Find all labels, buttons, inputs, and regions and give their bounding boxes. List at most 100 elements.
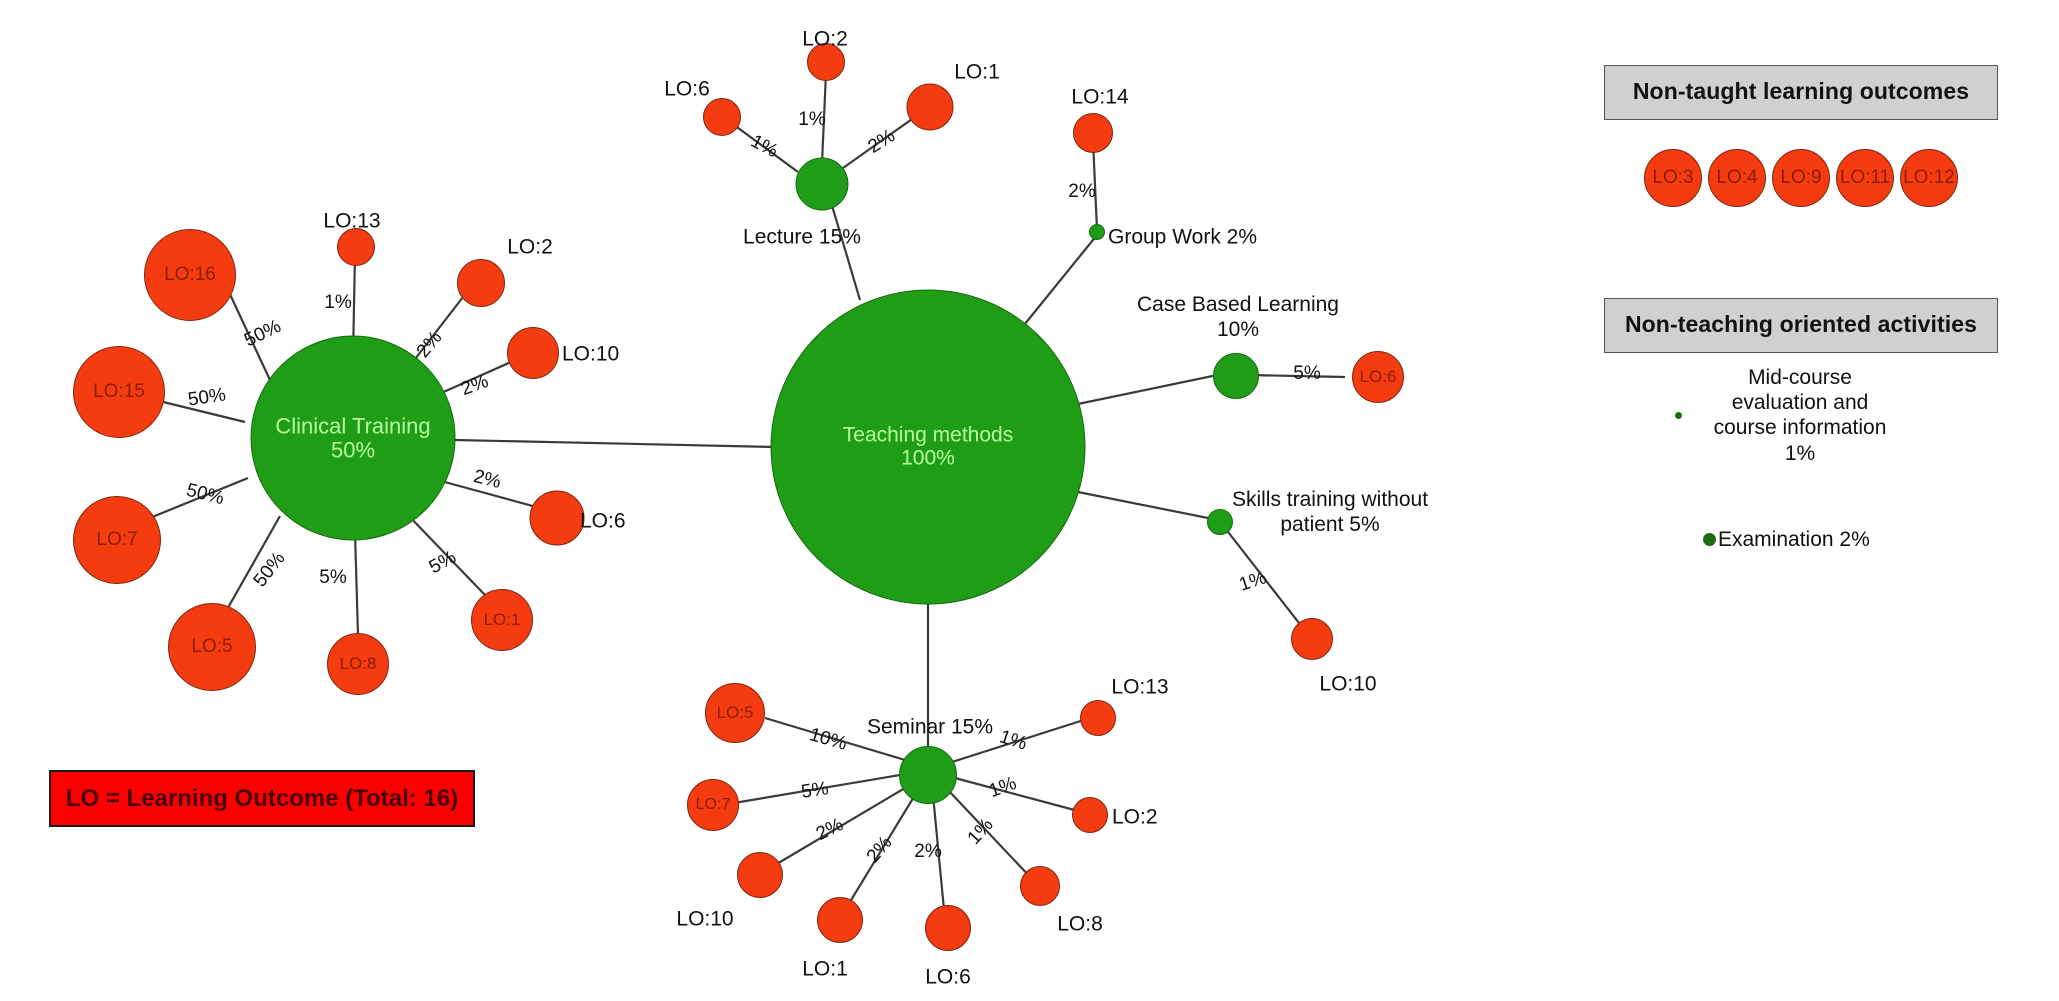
label-lo-lecture-6: LO:6 [664, 77, 710, 101]
edge-clinical-lo10 [429, 356, 521, 400]
edge-center-groupwork [1019, 234, 1098, 331]
node-teaching-methods-label: Teaching methods 100% [842, 423, 1014, 469]
node-lo-clinical-13[interactable] [337, 228, 375, 266]
edge-clinical-lo7 [144, 476, 249, 522]
label-lo-seminar-2: LO:2 [1112, 805, 1158, 829]
label-lo-groupwork-14: LO:14 [1071, 85, 1129, 109]
lo-legend-caption: LO = Learning Outcome (Total: 16) [49, 770, 475, 827]
edge-center-clinical [454, 438, 776, 449]
label-seminar: Seminar 15% [866, 715, 994, 739]
label-lo-seminar-13: LO:13 [1111, 675, 1169, 699]
edge-cbl-lo6 [1247, 373, 1346, 379]
label-lo-seminar-1: LO:1 [802, 957, 848, 981]
edge-seminar-lo2 [954, 776, 1083, 814]
node-lo-clinical-8[interactable]: LO:8 [327, 633, 389, 695]
lo-legend-caption-text: LO = Learning Outcome (Total: 16) [65, 784, 459, 812]
label-lo-clinical-10: LO:10 [562, 342, 620, 366]
node-case-based-learning[interactable] [1213, 353, 1259, 399]
edge-seminar-lo8 [947, 789, 1034, 881]
label-lo-seminar-8: LO:8 [1057, 912, 1103, 936]
legend-item-examination[interactable]: Examination 2% [1703, 527, 1870, 552]
label-lo-clinical-2: LO:2 [507, 235, 553, 259]
edge-label-seminar-lo6: 2% [914, 841, 942, 862]
node-lo-lecture-1[interactable] [906, 83, 954, 131]
chip-label: LO:11 [1839, 167, 1891, 188]
edge-label-seminar-lo7: 5% [799, 778, 830, 803]
chip-lo-3[interactable]: LO:3 [1644, 149, 1702, 207]
node-lo-clinical-16[interactable]: LO:16 [144, 229, 236, 321]
legend-dot-icon [1675, 411, 1682, 419]
chip-lo-12[interactable]: LO:12 [1900, 149, 1958, 207]
node-lo-seminar-2[interactable] [1072, 797, 1108, 833]
node-lo-seminar-8[interactable] [1020, 866, 1060, 906]
node-lo-seminar-5[interactable]: LO:5 [705, 683, 765, 743]
node-lo-clinical-7[interactable]: LO:7 [73, 496, 161, 584]
node-lecture[interactable] [795, 157, 849, 211]
node-lo-seminar-13[interactable] [1080, 700, 1116, 736]
node-lo-clinical-2[interactable] [457, 259, 505, 307]
node-lo-lecture-6[interactable] [703, 98, 741, 136]
node-lo-lecture-2[interactable] [807, 43, 845, 81]
node-lo-seminar-10[interactable] [737, 852, 783, 898]
node-label: LO:1 [483, 610, 521, 630]
node-lo-groupwork-14[interactable] [1073, 113, 1113, 153]
edge-label-lecture-lo2: 1% [798, 109, 826, 130]
edge-clinical-lo5 [224, 515, 281, 614]
node-label: LO:16 [164, 264, 216, 286]
node-label: LO:7 [96, 529, 138, 551]
chip-label: LO:12 [1903, 167, 1955, 188]
edge-seminar-lo13 [951, 716, 1091, 764]
label-lo-lecture-2: LO:2 [802, 27, 848, 51]
node-lo-cbl-6[interactable]: LO:6 [1352, 351, 1404, 403]
edge-label-clinical-lo8: 5% [319, 567, 347, 588]
node-label: LO:15 [93, 381, 145, 403]
edge-seminar-lo5 [764, 716, 906, 762]
node-skills-training[interactable] [1207, 509, 1233, 535]
node-group-work[interactable] [1089, 224, 1105, 240]
chip-lo-4[interactable]: LO:4 [1708, 149, 1766, 207]
edge-center-lecture [826, 191, 862, 301]
chip-lo-11[interactable]: LO:11 [1836, 149, 1894, 207]
edge-label-clinical-lo13: 1% [324, 292, 352, 313]
node-label: LO:8 [339, 654, 377, 674]
node-lo-clinical-5[interactable]: LO:5 [168, 603, 256, 691]
label-lo-lecture-1: LO:1 [954, 60, 1000, 84]
panel-non-teaching-title: Non-teaching oriented activities [1605, 299, 1997, 352]
node-lo-clinical-10[interactable] [507, 327, 559, 379]
edge-lecture-lo1 [842, 111, 923, 169]
node-seminar[interactable] [899, 746, 957, 804]
node-label: LO:5 [191, 636, 233, 658]
node-lo-clinical-1[interactable]: LO:1 [471, 589, 533, 651]
node-teaching-methods[interactable]: Teaching methods 100% [770, 289, 1086, 605]
edge-seminar-lo6 [931, 794, 947, 921]
label-skills-training: Skills training without patient 5% [1231, 488, 1429, 536]
node-clinical-training[interactable]: Clinical Training 50% [250, 335, 456, 541]
edge-seminar-lo7 [721, 773, 901, 807]
edge-groupwork-lo14 [1091, 139, 1099, 231]
chip-lo-9[interactable]: LO:9 [1772, 149, 1830, 207]
node-lo-clinical-15[interactable]: LO:15 [73, 346, 165, 438]
edge-seminar-lo1 [844, 794, 916, 911]
node-lo-seminar-6[interactable] [925, 905, 971, 951]
node-lo-clinical-6[interactable] [529, 490, 585, 546]
legend-item-midcourse[interactable]: Mid-course evaluation and course informa… [1675, 365, 1975, 466]
label-lo-seminar-6: LO:6 [925, 965, 971, 989]
edge-clinical-lo6 [429, 476, 541, 510]
edge-skills-lo10 [1224, 527, 1307, 633]
node-lo-seminar-7[interactable]: LO:7 [687, 779, 739, 831]
node-label: LO:7 [695, 795, 731, 813]
label-lo-clinical-13: LO:13 [323, 209, 381, 233]
label-case-based-learning: Case Based Learning 10% [1137, 293, 1339, 341]
node-label: LO:6 [1359, 367, 1397, 387]
node-clinical-training-label: Clinical Training 50% [275, 413, 431, 462]
node-label: LO:5 [716, 703, 754, 723]
edge-clinical-lo1 [404, 511, 486, 596]
label-lo-skills-10: LO:10 [1319, 672, 1377, 696]
edge-seminar-lo10 [769, 787, 906, 869]
edge-center-cbl [1072, 371, 1228, 407]
node-lo-skills-10[interactable] [1291, 618, 1333, 660]
chip-label: LO:4 [1716, 167, 1758, 188]
edge-lecture-lo2 [820, 72, 828, 164]
node-lo-seminar-1[interactable] [817, 897, 863, 943]
